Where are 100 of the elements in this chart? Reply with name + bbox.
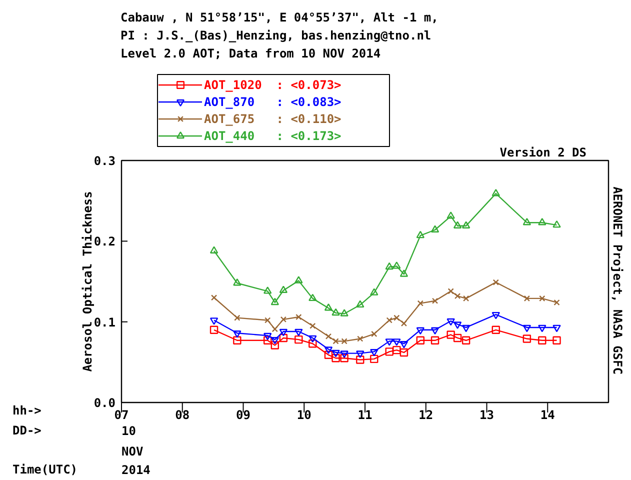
point [446, 330, 455, 339]
point [400, 320, 408, 327]
point [454, 292, 461, 300]
point [272, 326, 278, 332]
point [522, 218, 532, 226]
point [400, 270, 408, 277]
point [453, 334, 462, 342]
y-tick-label: 0.0 [94, 396, 116, 410]
point [233, 278, 242, 286]
x-tick-label: 08 [175, 408, 190, 422]
point [552, 324, 561, 332]
point [522, 334, 532, 343]
point [400, 348, 408, 357]
point [371, 330, 378, 338]
text: AERONET Project, NASA GSFC [610, 186, 624, 374]
point [296, 314, 302, 320]
x-tick-label: 10 [296, 408, 312, 422]
text: 2014 [122, 463, 150, 477]
point [341, 338, 348, 344]
text: Version 2 DS [500, 146, 587, 160]
x-tick-label: 11 [358, 408, 372, 422]
point [340, 350, 348, 358]
point [385, 262, 394, 270]
point [522, 324, 532, 332]
point [385, 338, 394, 346]
point [270, 341, 280, 350]
point [324, 350, 333, 360]
point [416, 327, 424, 335]
point [356, 350, 364, 358]
point [416, 336, 424, 344]
point [370, 354, 378, 364]
point [294, 328, 303, 336]
legend-label: AOT_675 : <0.110> [204, 110, 342, 127]
point [492, 326, 500, 334]
point [308, 335, 317, 343]
point [270, 298, 280, 306]
point [279, 286, 288, 293]
chart-title: Cabauw , N 51°58’15", E 04°55’37", Alt -1 m, [120, 10, 438, 24]
point [233, 330, 242, 338]
x-tick-label: 14 [540, 408, 555, 422]
point [400, 340, 408, 348]
point [280, 316, 286, 322]
point [294, 276, 303, 284]
point [430, 225, 440, 232]
point [356, 300, 364, 308]
point [430, 336, 440, 344]
point [210, 246, 218, 254]
point [453, 322, 462, 329]
point [462, 221, 470, 228]
point [392, 338, 401, 346]
point [552, 220, 561, 228]
legend-label: AOT_1020 : <0.073> [204, 76, 342, 93]
point [392, 262, 401, 269]
point [264, 317, 271, 324]
text: hh-> [12, 404, 42, 418]
text: DD-> [12, 424, 42, 438]
point [210, 318, 218, 325]
point [385, 348, 394, 356]
y-tick-label: 0.3 [94, 154, 116, 168]
point [332, 338, 339, 344]
point [310, 322, 316, 329]
point [492, 188, 500, 196]
point [340, 354, 348, 362]
point [446, 212, 455, 219]
point [430, 327, 440, 335]
chart-subtitle: PI : J.S._(Bas)_Henzing, bas.henzing@tno.nl Level 2.0 AOT; Data from 10 NOV 2014 [120, 28, 432, 60]
point [538, 324, 546, 332]
text: Time(UTC) [12, 462, 78, 476]
point [233, 336, 242, 344]
x-tick-label: 07 [114, 408, 129, 422]
point [340, 309, 348, 316]
legend-label: AOT_440 : <0.173> [204, 128, 342, 144]
point [332, 308, 340, 316]
point [492, 279, 499, 286]
point [356, 356, 364, 364]
point [324, 303, 333, 311]
point [264, 286, 272, 294]
legend-label: AOT_870 : <0.083> [204, 94, 342, 110]
point [210, 294, 218, 301]
point [332, 354, 340, 362]
point [552, 336, 561, 344]
point [432, 298, 438, 304]
y-tick-label: 0.1 [94, 315, 116, 330]
point [279, 328, 288, 336]
point [210, 326, 218, 334]
point [417, 300, 424, 306]
point [538, 218, 546, 226]
point [279, 334, 288, 342]
x-tick-label: 13 [480, 408, 494, 422]
x-tick-label: 12 [418, 408, 434, 422]
point [462, 324, 470, 332]
point [453, 221, 462, 228]
point [554, 299, 560, 306]
point [234, 314, 240, 321]
x-tick-label: 09 [236, 408, 250, 422]
point [524, 295, 530, 302]
point [357, 336, 364, 342]
y-tick-label: 0.2 [94, 234, 116, 249]
text: 10 [122, 424, 136, 438]
point [370, 288, 378, 296]
